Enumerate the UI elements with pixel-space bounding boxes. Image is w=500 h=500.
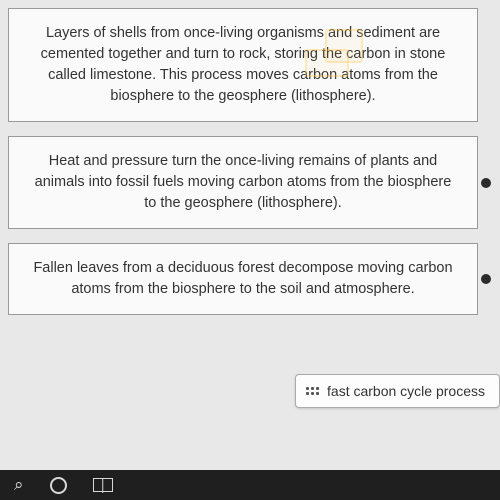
card-text: Layers of shells from once-living organi… <box>41 25 446 104</box>
drag-handle-icon[interactable] <box>306 387 319 395</box>
cortana-icon[interactable] <box>50 477 67 494</box>
card-text: Fallen leaves from a deciduous forest de… <box>33 260 452 297</box>
answer-tag[interactable]: fast carbon cycle process <box>295 374 500 408</box>
card-text: Heat and pressure turn the once-living r… <box>35 153 452 211</box>
search-icon[interactable]: ⌕ <box>14 475 24 495</box>
tag-label: fast carbon cycle process <box>327 383 485 399</box>
quiz-panel: Layers of shells from once-living organi… <box>0 0 500 470</box>
windows-taskbar[interactable]: ⌕ <box>0 470 500 500</box>
question-card[interactable]: Heat and pressure turn the once-living r… <box>8 136 478 229</box>
connector-dot[interactable] <box>481 274 491 284</box>
question-card[interactable]: Layers of shells from once-living organi… <box>8 8 478 122</box>
connector-dot[interactable] <box>481 178 491 188</box>
question-card[interactable]: Fallen leaves from a deciduous forest de… <box>8 243 478 315</box>
task-view-icon[interactable] <box>93 478 113 492</box>
